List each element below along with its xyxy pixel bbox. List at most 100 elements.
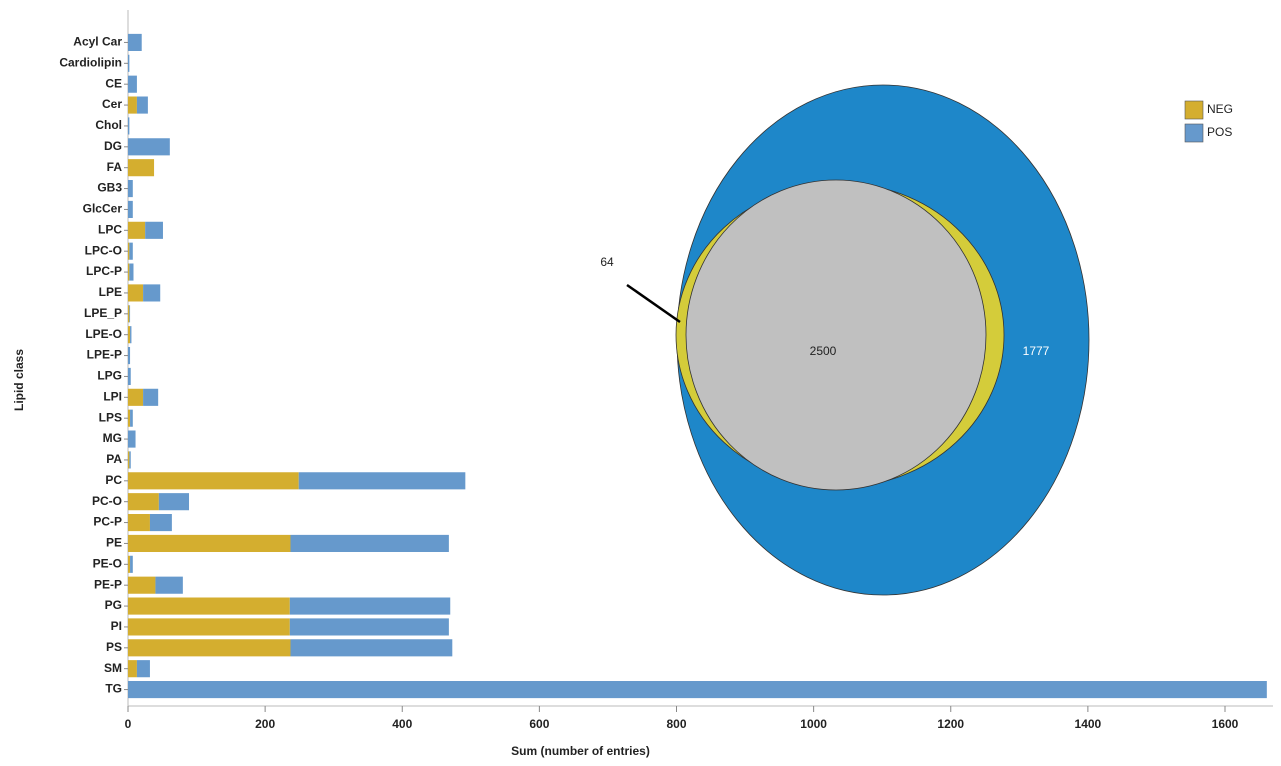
bar-segment xyxy=(128,514,150,532)
bar-segment xyxy=(128,347,131,365)
bar-segment xyxy=(136,660,150,678)
bar-segment xyxy=(130,409,133,427)
bar-segment xyxy=(298,472,466,490)
legend-swatch xyxy=(1184,123,1204,143)
y-tick-label: GB3 xyxy=(97,181,122,195)
y-tick-label: LPG xyxy=(97,369,122,383)
y-tick-label: PA xyxy=(106,452,122,466)
venn-label: 64 xyxy=(600,255,614,269)
y-tick-label: Cer xyxy=(102,97,122,111)
y-tick-label: LPE xyxy=(99,285,122,299)
bar-segment xyxy=(128,472,299,490)
bar-segment xyxy=(128,263,130,281)
bar-segment xyxy=(128,388,144,406)
bar-segment xyxy=(128,430,136,448)
bar-segment xyxy=(128,660,137,678)
bar-segment xyxy=(143,388,159,406)
bar-segment xyxy=(128,200,133,218)
x-axis-label: Sum (number of entries) xyxy=(511,744,650,758)
y-tick-label: Cardiolipin xyxy=(59,55,122,69)
legend-swatch xyxy=(1184,100,1204,120)
y-tick-label: CE xyxy=(105,76,122,90)
y-tick-label: GlcCer xyxy=(83,202,123,216)
y-tick-label: FA xyxy=(107,160,123,174)
bar-segment xyxy=(128,54,130,72)
bar-segment xyxy=(128,305,130,323)
leader-line xyxy=(626,283,681,324)
bar-segment xyxy=(128,117,130,135)
venn-label: 2500 xyxy=(810,344,837,358)
y-tick-label: MG xyxy=(103,431,122,445)
bar-segment xyxy=(129,242,133,260)
y-tick-label: PC xyxy=(105,473,122,487)
bar-segment xyxy=(128,326,131,344)
x-tick-label: 1000 xyxy=(800,717,827,731)
bar-segment xyxy=(136,96,148,114)
bar-segment xyxy=(289,597,451,615)
y-tick-label: PC-P xyxy=(93,515,122,529)
x-tick-label: 1200 xyxy=(937,717,964,731)
x-tick-label: 800 xyxy=(666,717,686,731)
y-tick-label: PE-O xyxy=(93,556,122,570)
y-tick-label: LPE_P xyxy=(84,306,122,320)
bar-segment xyxy=(129,451,131,469)
bar-segment xyxy=(128,555,131,573)
y-tick-label: PE-P xyxy=(94,577,122,591)
bar-segment xyxy=(155,576,183,594)
bar-segment xyxy=(128,534,291,552)
bar-segment xyxy=(158,493,190,511)
bar-segment xyxy=(128,180,133,198)
y-tick-label: LPI xyxy=(103,389,122,403)
bar-segment xyxy=(128,576,156,594)
y-tick-label: LPE-O xyxy=(85,327,122,341)
bar-segment xyxy=(128,33,142,51)
bar-segment xyxy=(128,75,137,93)
bar-segment xyxy=(128,409,131,427)
y-tick-label: PG xyxy=(105,598,122,612)
bar-segment xyxy=(128,221,146,239)
y-tick-label: LPS xyxy=(99,410,122,424)
x-tick-label: 1400 xyxy=(1075,717,1102,731)
y-tick-label: DG xyxy=(104,139,122,153)
y-tick-label: Acyl Car xyxy=(73,35,122,49)
bar-segment xyxy=(128,284,144,302)
bar-segment xyxy=(128,96,137,114)
bar-segment xyxy=(130,555,133,573)
y-tick-label: LPC xyxy=(98,222,122,236)
y-tick-label: PI xyxy=(111,619,122,633)
bar-segment xyxy=(129,263,134,281)
y-tick-label: TG xyxy=(105,682,122,696)
bar-segment xyxy=(290,534,449,552)
x-tick-label: 200 xyxy=(255,717,275,731)
bar-segment xyxy=(128,681,1267,699)
y-axis-label: Lipid class xyxy=(12,349,26,411)
bar-segment xyxy=(128,493,159,511)
bar-segment xyxy=(128,618,290,636)
bar-segment xyxy=(143,284,161,302)
bar-segment xyxy=(290,639,453,657)
y-tick-label: PC-O xyxy=(92,494,122,508)
bar-segment xyxy=(128,367,131,385)
bar-segment xyxy=(130,326,132,344)
bar-segment xyxy=(149,514,172,532)
y-tick-label: LPC-P xyxy=(86,264,122,278)
bar-segment xyxy=(128,639,291,657)
y-tick-label: LPE-P xyxy=(87,348,122,362)
bar-segment xyxy=(289,618,449,636)
x-tick-label: 400 xyxy=(392,717,412,731)
legend-label: POS xyxy=(1207,125,1232,139)
bar-segment xyxy=(128,138,170,156)
x-tick-label: 1600 xyxy=(1212,717,1239,731)
x-tick-label: 0 xyxy=(125,717,132,731)
bar-segment xyxy=(129,305,131,323)
venn-set xyxy=(685,179,987,491)
y-tick-label: Chol xyxy=(95,118,122,132)
bar-segment xyxy=(128,597,290,615)
x-tick-label: 600 xyxy=(529,717,549,731)
y-tick-label: PE xyxy=(106,536,122,550)
bar-segment xyxy=(128,242,130,260)
venn-label: 1777 xyxy=(1023,344,1050,358)
bar-segment xyxy=(145,221,163,239)
